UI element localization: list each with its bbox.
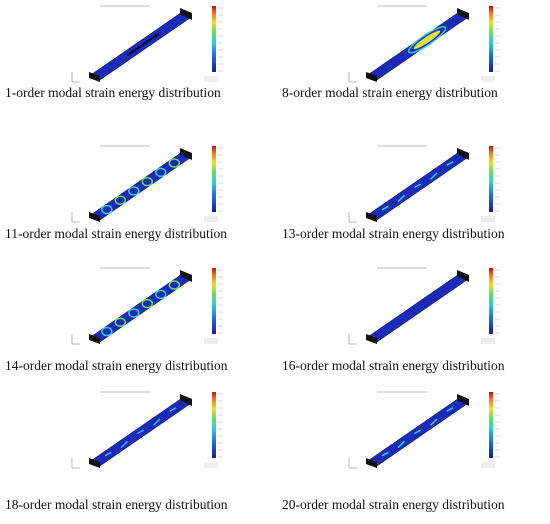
legend-note [481,76,495,82]
beam-end [180,148,192,160]
panel-image [348,5,500,83]
beam-end [180,270,192,282]
strain-streak [153,418,161,426]
panel-image [348,145,500,223]
beam-end [366,458,377,468]
strain-loop [114,195,127,206]
beam-end [89,212,100,222]
strain-streak [414,429,422,435]
hotspot [413,30,441,50]
caption: 20-order modal strain energy distributio… [282,497,505,512]
caption: 13-order modal strain energy distributio… [282,226,505,241]
beam-end [89,72,100,82]
caption: 18-order modal strain energy distributio… [5,497,228,512]
strain-loop [168,280,181,290]
strain-streak [137,429,145,435]
color-bar [489,268,493,334]
beam-end [366,212,377,222]
strain-streak [381,451,389,457]
color-bar [489,146,493,212]
beam-end [366,72,377,82]
beam-end [89,334,100,344]
strain-streak [120,440,129,449]
panel-image [348,267,500,345]
strain-loop [141,298,154,309]
beam-end [457,270,469,282]
caption: 1-order modal strain energy distribution [5,85,221,100]
strain-streak [430,172,438,180]
legend-note [204,216,218,222]
legend-note [204,338,218,344]
color-bar [212,146,216,212]
strain-loop [128,186,140,196]
caption: 11-order modal strain energy distributio… [5,226,227,241]
legend-note [204,462,218,468]
color-bar [212,392,216,458]
strain-loop [101,326,113,337]
caption: 16-order modal strain energy distributio… [282,358,505,373]
strain-streak [381,205,389,211]
strain-loop [128,308,140,318]
beam-end [180,8,192,20]
strain-streak [104,451,112,457]
beam-end [457,394,469,406]
beam [368,273,468,343]
strain-streak [414,183,422,189]
panel-image [71,391,223,469]
legend-note [204,76,218,82]
strain-streak [430,418,438,426]
strain-streak [397,440,406,449]
strain-streak [446,407,454,412]
legend-note [481,216,495,222]
panel-image [71,5,223,83]
strain-loop [101,204,113,215]
strain-loop [114,317,127,328]
panel-image [348,391,500,469]
panel-image [71,145,223,223]
strain-loop [168,158,181,168]
strain-streak [397,194,406,203]
strain-loop [155,167,167,178]
strain-loop [155,289,167,300]
caption: 14-order modal strain energy distributio… [5,358,228,373]
beam-end [457,8,469,20]
caption: 8-order modal strain energy distribution [282,85,498,100]
strain-loop [141,176,154,187]
beam-end [457,148,469,160]
color-bar [489,6,493,72]
beam [91,151,191,221]
beam-end [89,458,100,468]
beam-end [366,334,377,344]
color-bar [489,392,493,458]
color-bar [212,268,216,334]
hotspot [407,26,447,54]
beam [91,273,191,343]
panel-image [71,267,223,345]
legend-note [481,462,495,468]
strain-streak [446,161,454,166]
legend-note [481,338,495,344]
color-bar [212,6,216,72]
strain-band [126,32,160,57]
beam-end [180,394,192,406]
strain-streak [169,407,177,412]
